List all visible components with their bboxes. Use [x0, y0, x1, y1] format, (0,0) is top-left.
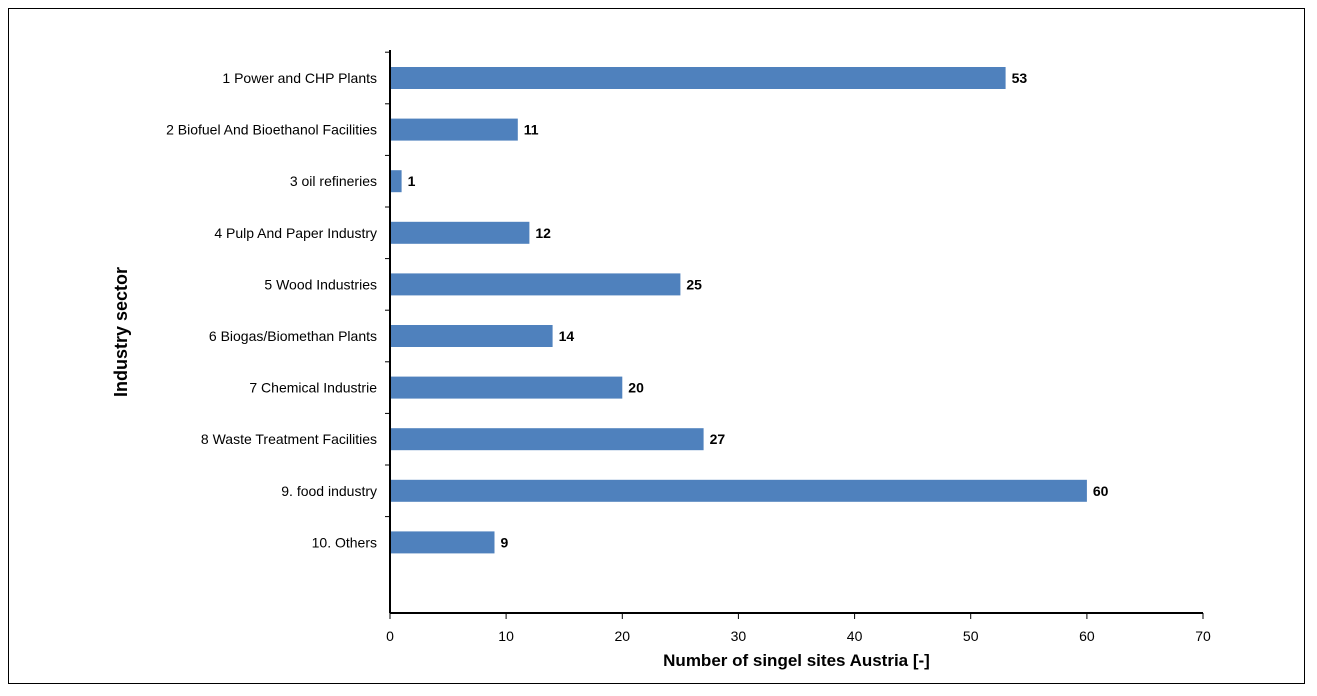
axes — [385, 50, 1203, 614]
bar — [391, 221, 530, 244]
x-tick-label: 50 — [963, 628, 979, 644]
bar — [391, 531, 495, 554]
data-label: 53 — [1012, 70, 1028, 86]
bar — [391, 376, 623, 399]
y-axis-title: Industry sector — [111, 267, 131, 397]
x-tick-label: 40 — [847, 628, 863, 644]
data-label: 14 — [559, 328, 575, 344]
category-label: 1 Power and CHP Plants — [222, 70, 377, 86]
x-axis-ticks: 0 10 20 30 40 50 60 70 — [386, 613, 1211, 644]
bar — [391, 118, 518, 141]
x-tick-label: 0 — [386, 628, 394, 644]
x-tick-label: 20 — [615, 628, 631, 644]
category-label: 9. food industry — [281, 483, 377, 499]
data-label: 60 — [1093, 483, 1109, 499]
data-label: 25 — [686, 276, 702, 292]
x-tick-label: 10 — [498, 628, 514, 644]
category-label: 10. Others — [312, 534, 377, 550]
x-axis-title: Number of singel sites Austria [-] — [663, 651, 930, 670]
bar — [391, 67, 1006, 89]
data-label: 27 — [710, 431, 726, 447]
bar — [391, 428, 704, 451]
x-tick-label: 60 — [1079, 628, 1095, 644]
category-label: 6 Biogas/Biomethan Plants — [209, 328, 377, 344]
category-label: 4 Pulp And Paper Industry — [214, 225, 377, 241]
category-labels: 1 Power and CHP Plants 53 2 Biofuel And Bi… — [166, 70, 1109, 550]
category-label: 7 Chemical Industrie — [249, 380, 377, 396]
data-label: 20 — [628, 380, 644, 396]
category-label: 3 oil refineries — [290, 173, 377, 189]
data-label: 12 — [535, 225, 551, 241]
data-label: 9 — [501, 534, 509, 550]
x-tick-label: 30 — [731, 628, 747, 644]
bar — [391, 479, 1087, 502]
data-label: 11 — [524, 122, 539, 138]
category-label: 8 Waste Treatment Facilities — [201, 431, 377, 447]
data-label: 1 — [408, 173, 416, 189]
bar — [391, 170, 402, 193]
bar — [391, 325, 553, 347]
category-label: 2 Biofuel And Bioethanol Facilities — [166, 122, 377, 138]
chart-frame — [8, 8, 1305, 684]
bar — [391, 273, 681, 296]
x-tick-label: 70 — [1195, 628, 1211, 644]
category-label: 5 Wood Industries — [264, 276, 377, 292]
bars-layer — [391, 67, 1087, 554]
